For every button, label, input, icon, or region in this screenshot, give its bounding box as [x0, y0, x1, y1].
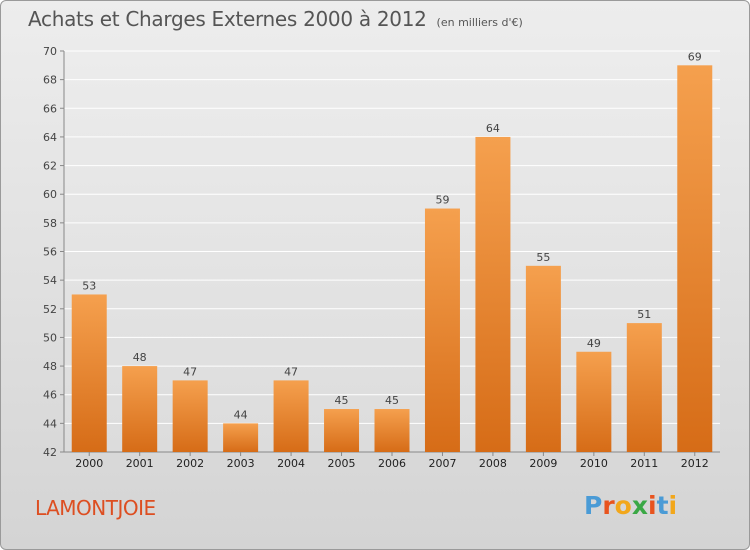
chart-title: Achats et Charges Externes 2000 à 2012 (e… — [28, 7, 523, 31]
y-tick-label: 42 — [43, 446, 57, 459]
y-tick-label: 64 — [43, 131, 57, 144]
y-tick-label: 56 — [43, 246, 57, 259]
bar — [324, 409, 360, 452]
logo-letter: t — [656, 491, 669, 520]
data-label: 59 — [435, 194, 449, 207]
data-label: 44 — [234, 408, 248, 421]
y-tick-label: 68 — [43, 74, 57, 87]
y-tick-label: 66 — [43, 102, 57, 115]
bar — [273, 380, 309, 452]
bar — [71, 294, 107, 452]
x-tick-label: 2003 — [227, 457, 255, 470]
y-tick-label: 44 — [43, 417, 57, 430]
bar — [626, 323, 662, 452]
logo-letter: x — [631, 491, 648, 520]
logo-letter: i — [648, 491, 657, 520]
logo-letter: i — [668, 491, 678, 520]
data-label: 51 — [637, 308, 651, 321]
x-tick-label: 2004 — [277, 457, 305, 470]
y-tick-label: 50 — [43, 331, 57, 344]
x-tick-label: 2007 — [428, 457, 456, 470]
y-tick-label: 48 — [43, 360, 57, 373]
x-tick-label: 2001 — [126, 457, 154, 470]
x-tick-label: 2006 — [378, 457, 406, 470]
bar — [475, 136, 511, 452]
y-tick-label: 54 — [43, 274, 57, 287]
bar — [677, 65, 713, 453]
y-tick-label: 62 — [43, 160, 57, 173]
data-label: 45 — [335, 394, 349, 407]
x-tick-label: 2005 — [328, 457, 356, 470]
y-tick-label: 58 — [43, 217, 57, 230]
commune-name: LAMONTJOIE — [35, 496, 156, 520]
y-tick-label: 60 — [43, 188, 57, 201]
title-text: Achats et Charges Externes 2000 à 2012 — [28, 7, 427, 31]
x-tick-label: 2011 — [630, 457, 658, 470]
x-tick-label: 2008 — [479, 457, 507, 470]
x-tick-label: 2002 — [176, 457, 204, 470]
bar — [576, 351, 612, 452]
data-label: 55 — [536, 251, 550, 264]
logo-letter: r — [602, 491, 615, 520]
y-tick-label: 52 — [43, 303, 57, 316]
x-tick-label: 2010 — [580, 457, 608, 470]
bar — [122, 366, 158, 452]
data-label: 47 — [183, 365, 197, 378]
logo-letter: P — [584, 491, 603, 520]
data-label: 53 — [82, 279, 96, 292]
data-label: 47 — [284, 365, 298, 378]
x-tick-label: 2012 — [681, 457, 709, 470]
x-tick-label: 2009 — [529, 457, 557, 470]
data-label: 64 — [486, 122, 500, 135]
unit-note: (en milliers d'€) — [436, 16, 523, 29]
bar — [525, 265, 561, 452]
bar — [424, 208, 460, 452]
bar — [223, 423, 259, 452]
y-tick-label: 70 — [43, 45, 57, 58]
bar — [172, 380, 208, 452]
data-label: 45 — [385, 394, 399, 407]
data-label: 48 — [133, 351, 147, 364]
bar — [374, 409, 410, 452]
data-label: 69 — [688, 50, 702, 63]
y-tick-label: 46 — [43, 389, 57, 402]
data-label: 49 — [587, 337, 601, 350]
x-tick-label: 2000 — [75, 457, 103, 470]
logo-letter: o — [614, 491, 632, 520]
proxiti-logo[interactable]: Proxiti — [584, 491, 677, 520]
